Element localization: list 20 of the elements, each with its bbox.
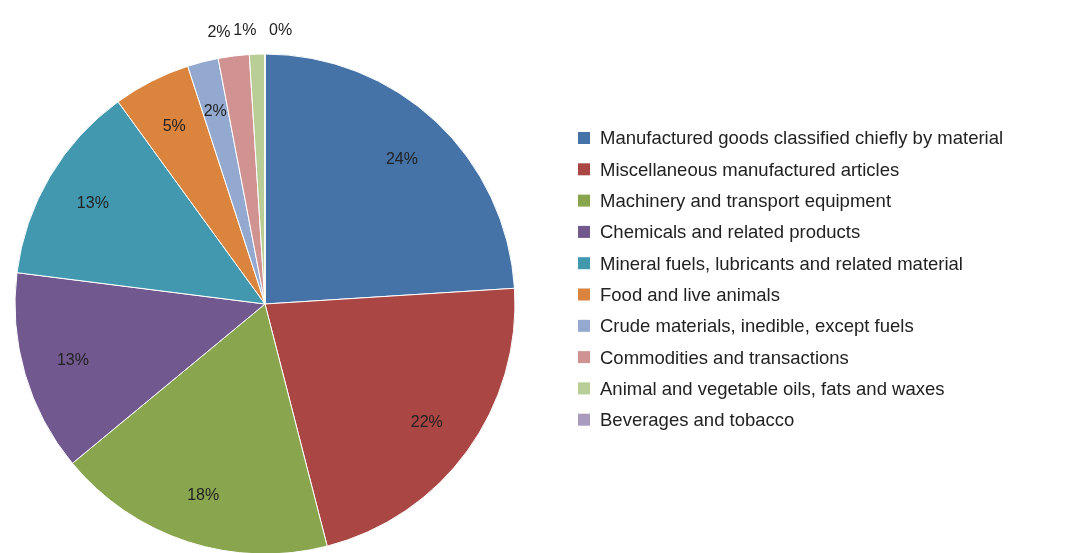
legend-label: Commodities and transactions <box>600 346 849 368</box>
legend-label: Food and live animals <box>600 283 780 305</box>
legend-label: Miscellaneous manufactured articles <box>600 158 900 180</box>
text: 0% <box>269 20 293 38</box>
legend-label: Mineral fuels, lubricants and related material <box>600 252 963 274</box>
data-label: 24% <box>385 149 418 167</box>
data-label: 13% <box>76 193 109 211</box>
legend-label: Animal and vegetable oils, fats and waxes <box>600 377 945 399</box>
legend-label: Beverages and tobacco <box>600 409 795 431</box>
data-label: 2% <box>207 22 231 40</box>
legend-label: Crude materials, inedible, except fuels <box>600 315 914 337</box>
legend-label: Machinery and transport equipment <box>600 190 892 212</box>
data-label: 2% <box>203 101 227 119</box>
data-label: 5% <box>162 117 186 135</box>
data-label: 13% <box>56 351 89 369</box>
data-label: 18% <box>187 485 220 503</box>
legend-label: Chemicals and related products <box>600 221 861 243</box>
data-label: 1% <box>233 20 257 38</box>
legend-label: Manufactured goods classified chiefly by material <box>600 127 1004 149</box>
data-label: 22% <box>410 413 443 431</box>
